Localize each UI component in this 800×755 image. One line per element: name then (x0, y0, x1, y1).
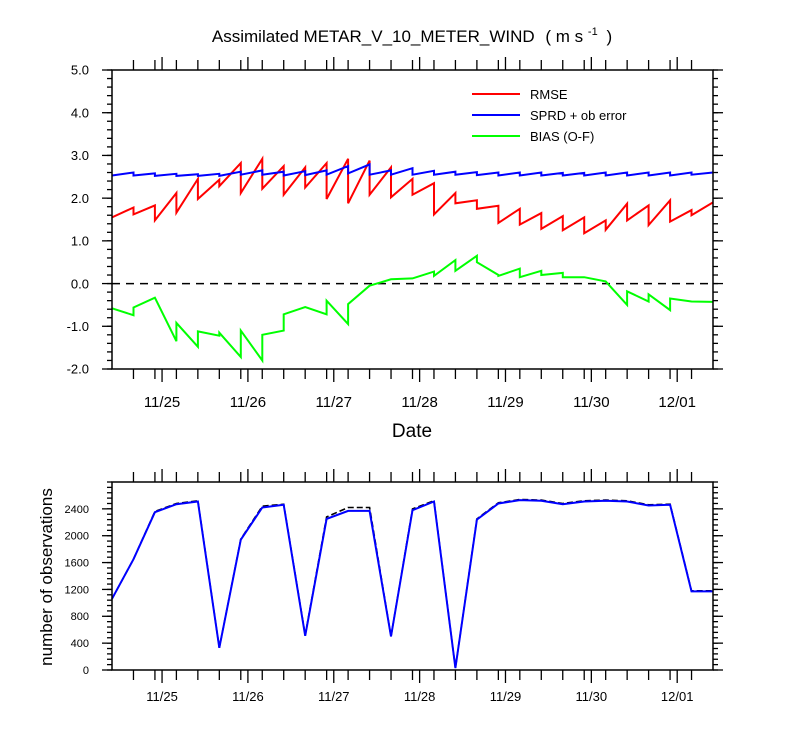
chart-title: Assimilated METAR_V_10_METER_WIND ( m s … (212, 20, 612, 46)
legend-label-2: BIAS (O-F) (530, 129, 594, 144)
y-tick-label: -1.0 (67, 319, 89, 334)
y-tick-label: 2000 (65, 531, 89, 543)
x-tick-label: 11/28 (404, 689, 436, 704)
chart-title-units-close: ) (606, 27, 612, 46)
y-tick-label: 400 (71, 638, 89, 650)
x-tick-label: 11/29 (487, 394, 523, 411)
x-tick-label: 11/30 (576, 689, 608, 704)
series-line-rmse (111, 155, 714, 235)
y-tick-label: 1600 (65, 558, 89, 570)
x-tick-label: 12/01 (661, 689, 694, 704)
y-tick-label: 800 (71, 611, 89, 623)
chart-title-units-sup: -1 (588, 26, 598, 38)
series-line-used (111, 499, 713, 669)
x-tick-label: 11/25 (146, 689, 178, 704)
y-tick-label: 3.0 (71, 148, 89, 163)
y-tick-label: 5.0 (71, 63, 89, 78)
x-tick-label: 11/27 (316, 394, 352, 411)
y-tick-label: 1.0 (71, 234, 89, 249)
legend-label-1: SPRD + ob error (530, 108, 627, 123)
x-tick-label: 12/01 (658, 394, 696, 411)
top-plot-area: 11/25 11/26 11/27 11/28 11/29 11/30 12/01 -2.0 -… (67, 57, 723, 411)
y-tick-label: 1200 (65, 584, 89, 596)
series-line-sprd-ob-error (111, 162, 714, 178)
legend: RMSE SPRD + ob error BIAS (O-F) (472, 87, 627, 144)
y-axis-label-observations: number of observations (37, 488, 56, 666)
x-tick-label: 11/29 (490, 689, 522, 704)
x-tick-label: 11/26 (232, 689, 264, 704)
y-tick-label: 2400 (65, 504, 89, 516)
x-tick-label: 11/26 (230, 394, 266, 411)
x-axis-label: Date (392, 421, 432, 442)
x-tick-label: 11/28 (401, 394, 437, 411)
y-tick-label: 4.0 (71, 105, 89, 120)
y-tick-label: -2.0 (67, 362, 89, 377)
chart-title-main: Assimilated METAR_V_10_METER_WIND (212, 27, 535, 46)
x-tick-label: 11/27 (318, 689, 350, 704)
x-tick-label: 11/30 (573, 394, 609, 411)
y-tick-label: 2.0 (71, 191, 89, 206)
x-tick-label: 11/25 (144, 394, 180, 411)
legend-label-0: RMSE (530, 87, 568, 102)
bottom-plot-area: 11/25 11/26 11/27 11/28 11/29 11/30 12/01 0 400 8… (65, 469, 723, 704)
chart-title-units: ( m s (545, 27, 583, 46)
y-tick-label: 0 (83, 665, 89, 677)
series-line-bias-o-f (111, 253, 714, 364)
y-tick-label: 0.0 (71, 276, 89, 291)
